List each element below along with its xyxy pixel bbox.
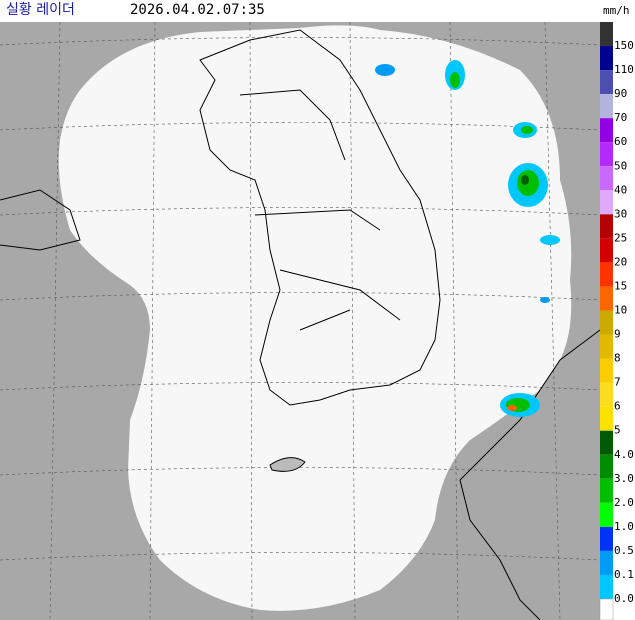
legend: 150 110 90 70 60 50 40 30 25 20 15 10 9 8 7 6 5 4.0 3.0 2.0…	[600, 22, 634, 605]
legend-label: 5	[614, 424, 621, 437]
legend-swatch	[600, 238, 613, 263]
legend-swatch	[600, 286, 613, 311]
map	[0, 21, 601, 620]
legend-swatch	[600, 142, 613, 167]
legend-swatch	[600, 430, 613, 455]
legend-swatch	[600, 574, 613, 599]
legend-swatch	[600, 502, 613, 527]
coastlines	[0, 29, 601, 620]
grid	[0, 21, 601, 620]
legend-label: 50	[614, 159, 627, 172]
legend-zero-swatch	[599, 598, 614, 620]
legend-swatch	[600, 358, 613, 383]
legend-swatch	[600, 406, 613, 431]
legend-label: 15	[614, 279, 627, 292]
legend-swatch	[600, 262, 613, 287]
legend-label: 9	[614, 328, 621, 341]
legend-swatch	[600, 310, 613, 335]
legend-label: 70	[614, 111, 627, 124]
legend-swatch	[600, 550, 613, 575]
radar-coverage	[58, 25, 572, 611]
legend-label: 150	[614, 39, 634, 52]
legend-swatch	[600, 454, 613, 479]
legend-label: 0.0	[614, 592, 634, 605]
legend-swatch	[600, 166, 613, 191]
legend-label: 6	[614, 400, 621, 413]
legend-label: 40	[614, 183, 627, 196]
legend-swatch	[600, 478, 613, 503]
legend-swatch	[600, 22, 613, 47]
legend-swatch	[600, 94, 613, 119]
title: 실황 레이더	[6, 2, 75, 18]
legend-label: 8	[614, 352, 621, 365]
legend-swatch	[600, 382, 613, 407]
rain-echoes	[375, 60, 560, 417]
legend-label: 7	[614, 376, 621, 389]
legend-label: 3.0	[614, 472, 634, 485]
timestamp: 2026.04.02.07:35	[130, 2, 265, 18]
legend-label: 20	[614, 255, 627, 268]
legend-label: 10	[614, 304, 627, 317]
legend-label: 90	[614, 87, 627, 100]
legend-swatch	[600, 70, 613, 95]
legend-label: 60	[614, 135, 627, 148]
legend-swatch	[600, 214, 613, 239]
legend-swatch	[600, 118, 613, 143]
legend-label: 4.0	[614, 448, 634, 461]
legend-label: 30	[614, 207, 627, 220]
legend-label: 0.1	[614, 568, 634, 581]
legend-label: 110	[614, 63, 634, 76]
legend-label: 0.5	[614, 544, 634, 557]
legend-swatch	[600, 334, 613, 359]
legend-swatch	[600, 526, 613, 551]
unit: mm/h	[603, 4, 630, 17]
legend-label: 25	[614, 231, 627, 244]
legend-label: 1.0	[614, 520, 634, 533]
legend-swatch	[600, 190, 613, 215]
legend-swatch	[600, 46, 613, 71]
legend-label: 2.0	[614, 496, 634, 509]
